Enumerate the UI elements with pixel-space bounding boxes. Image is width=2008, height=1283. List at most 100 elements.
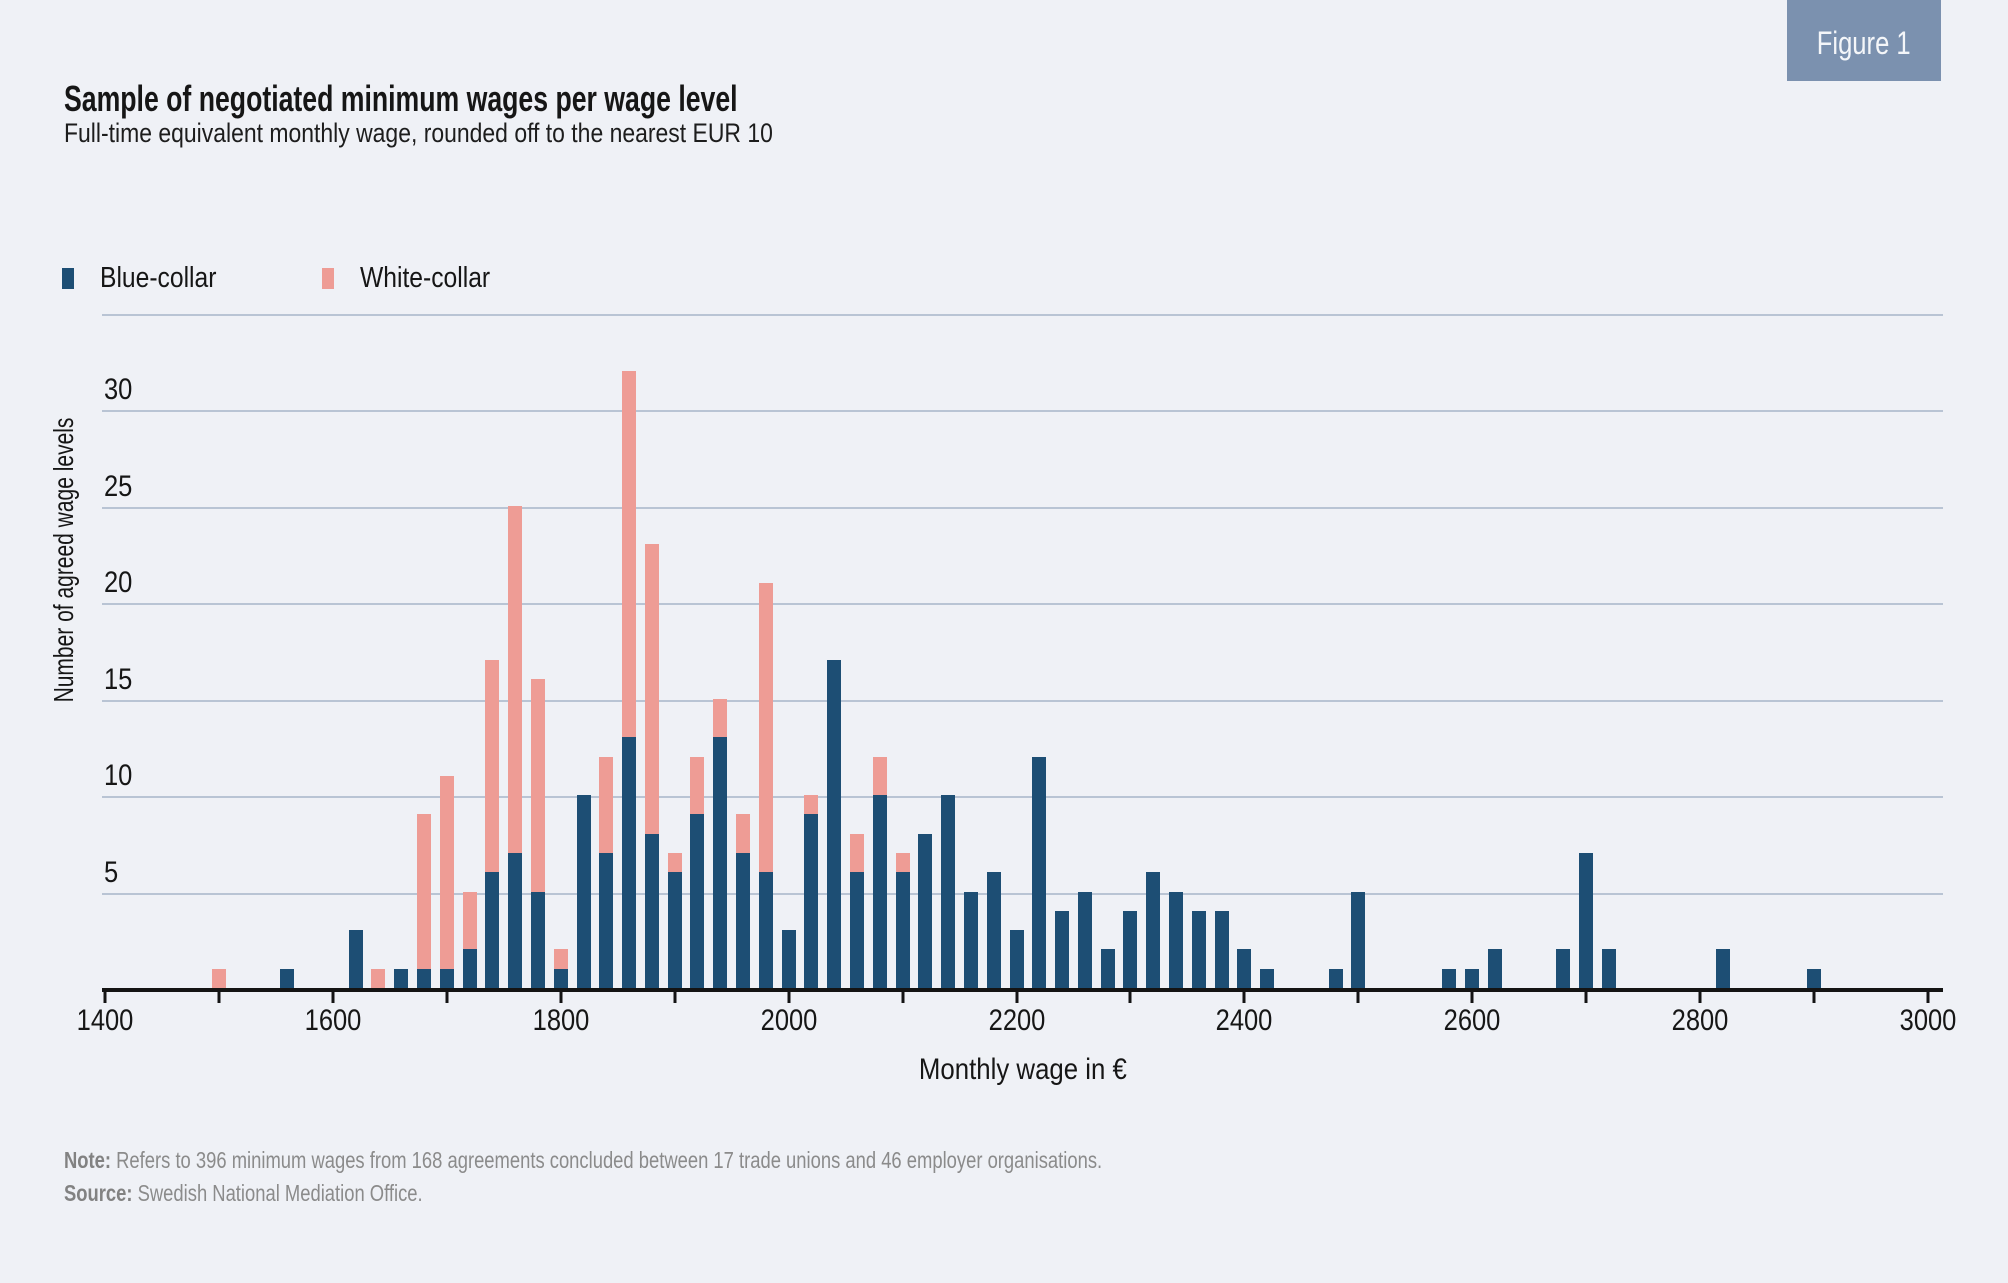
gridline-5 [102,892,1943,895]
bar-blue-2580 [1442,968,1457,988]
bar-blue-1960 [736,853,751,988]
x-tick-2500 [1356,992,1360,1003]
bar-blue-2360 [1191,910,1206,988]
bar-white-1680 [417,814,432,969]
source-label: Source: [64,1180,133,1206]
bar-blue-1980 [758,872,773,988]
x-tick-1800 [559,992,563,1003]
bar-blue-2060 [850,872,864,988]
x-tick-label-1600: 1600 [304,1004,362,1037]
note-line: Note: Refers to 396 minimum wages from 1… [64,1144,1102,1177]
bar-blue-2300 [1123,910,1138,988]
bar-white-1760 [508,505,523,853]
gridline-20 [102,603,1943,606]
x-tick-label-1800: 1800 [532,1004,590,1037]
bar-blue-2720 [1602,949,1616,988]
bar-blue-2480 [1328,968,1343,988]
bar-white-1640 [371,968,386,988]
x-tick-2100 [901,992,905,1003]
bar-blue-2100 [895,872,910,988]
bar-blue-2820 [1715,949,1730,988]
bar-blue-2160 [963,891,978,988]
bar-blue-2000 [781,930,796,988]
x-tick-label-2400: 2400 [1216,1004,1273,1037]
bar-blue-1800 [553,968,568,988]
footnote-block: Note: Refers to 396 minimum wages from 1… [64,1144,1362,1210]
x-tick-label-2200: 2200 [988,1004,1045,1037]
bar-blue-1860 [622,737,637,988]
bar-blue-2900 [1807,968,1822,988]
bar-blue-1760 [508,853,523,988]
bar-blue-2180 [986,872,1001,988]
bar-blue-1740 [485,872,500,988]
white-collar-swatch-icon [322,268,334,289]
bar-white-1960 [736,814,751,853]
source-text: Swedish National Mediation Office. [132,1180,423,1206]
bar-blue-1820 [576,795,591,988]
bar-blue-2240 [1055,910,1070,988]
bar-white-1840 [599,756,614,853]
bar-blue-1660 [394,968,409,988]
x-tick-2000 [787,992,791,1003]
x-tick-2400 [1242,992,1246,1003]
bar-blue-2380 [1214,910,1229,988]
bar-blue-1900 [667,872,682,988]
x-axis-line [102,988,1943,992]
bar-blue-2080 [872,795,887,988]
x-tick-2900 [1812,992,1816,1003]
x-tick-label-2800: 2800 [1671,1004,1729,1037]
bar-white-1700 [439,775,454,969]
bar-blue-1560 [280,968,295,988]
chart-title: Sample of negotiated minimum wages per w… [64,78,738,119]
bar-white-1940 [713,698,728,738]
x-tick-1900 [673,992,677,1003]
gridline-30 [102,410,1943,413]
legend-label-white-collar: White-collar [360,262,491,294]
bar-white-1780 [530,679,545,892]
note-text: Refers to 396 minimum wages from 168 agr… [111,1147,1103,1173]
bar-blue-1680 [417,968,432,988]
bar-blue-2020 [804,814,819,988]
blue-collar-swatch-icon [62,268,74,289]
x-tick-3000 [1926,992,1930,1003]
bar-blue-2400 [1237,949,1252,988]
bar-blue-2140 [941,795,956,988]
bar-blue-2340 [1169,891,1184,988]
bar-blue-1720 [462,949,477,988]
x-tick-label-3000: 3000 [1899,1004,1957,1037]
note-label: Note: [64,1147,112,1173]
bar-white-1900 [667,853,682,873]
gridline-15 [102,699,1943,702]
bar-blue-2260 [1077,891,1092,988]
bar-blue-1840 [599,853,614,988]
figure-number-badge: Figure 1 [1787,0,1941,81]
bar-blue-2600 [1465,968,1480,988]
bar-white-2020 [804,795,819,815]
bar-white-1500 [211,968,226,988]
bar-blue-1880 [644,833,659,988]
y-tick-label-25: 25 [104,469,133,503]
bar-white-1800 [553,949,568,969]
x-tick-2600 [1470,992,1474,1003]
gridline-35 [102,314,1943,316]
bar-blue-2200 [1009,930,1024,988]
plot-area: 1400 1600 1800 2000 2200 2400 2600 2800 3000 [77,314,1956,1037]
bar-white-2060 [850,833,864,873]
x-tick-2300 [1128,992,1132,1003]
y-tick-label-30: 30 [104,373,133,407]
bar-blue-2320 [1146,872,1161,988]
bar-white-1980 [758,583,773,873]
bar-blue-2620 [1488,949,1503,988]
y-axis-title: Number of agreed wage levels [48,417,79,703]
x-tick-1700 [445,992,449,1003]
bar-blue-2120 [918,833,933,988]
x-axis-title: Monthly wage in € [918,1053,1127,1086]
bar-blue-1780 [530,891,545,988]
x-tick-label-1400: 1400 [76,1004,134,1037]
x-tick-2200 [1015,992,1019,1003]
bar-blue-2500 [1351,891,1366,988]
bar-blue-1700 [439,968,454,988]
figure-number-label: Figure 1 [1817,25,1911,61]
x-tick-2800 [1698,992,1702,1003]
